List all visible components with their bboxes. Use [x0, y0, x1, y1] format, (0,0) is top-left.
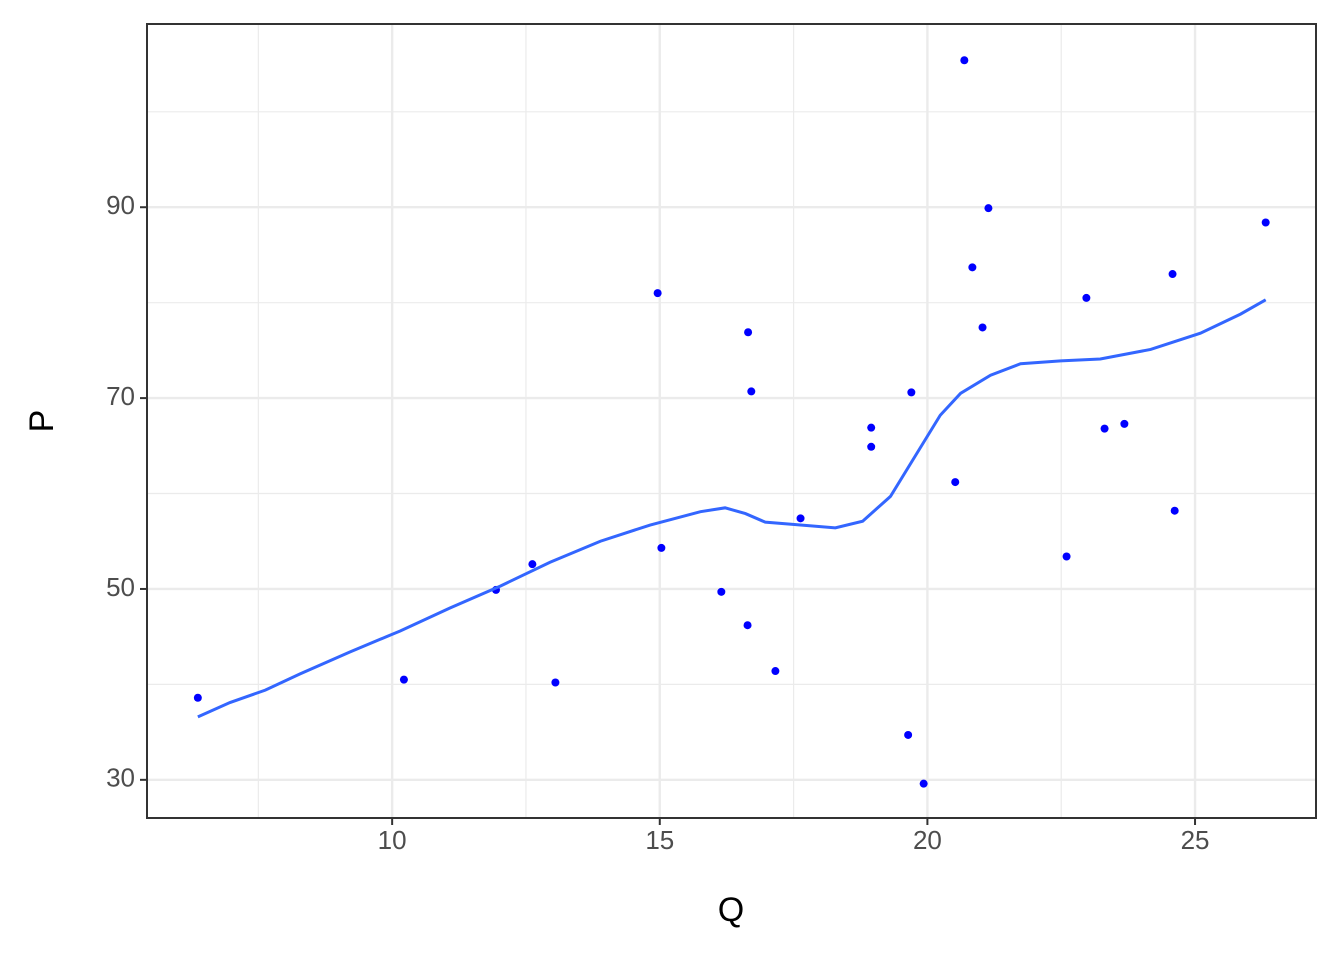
- point: [1168, 270, 1177, 279]
- y-axis-title: P: [23, 410, 61, 433]
- point: [1100, 424, 1109, 433]
- point: [747, 387, 756, 396]
- point: [717, 587, 726, 596]
- point: [907, 388, 916, 397]
- panel-border: [146, 23, 1317, 819]
- point: [399, 675, 408, 684]
- x-tick-label: 25: [1181, 825, 1210, 855]
- x-tick-label: 15: [645, 825, 674, 855]
- point: [657, 543, 666, 552]
- point: [867, 423, 876, 432]
- point: [951, 478, 960, 487]
- x-tick-label: 10: [378, 825, 407, 855]
- point: [771, 667, 780, 676]
- point: [919, 779, 928, 788]
- point: [1120, 419, 1129, 428]
- y-tick-label: 70: [106, 381, 135, 411]
- point: [653, 289, 662, 298]
- y-tick-label: 50: [106, 572, 135, 602]
- point: [867, 442, 876, 451]
- point: [904, 730, 913, 739]
- point: [743, 621, 752, 630]
- x-axis-title: Q: [718, 891, 744, 929]
- point: [528, 560, 537, 569]
- point: [1170, 506, 1179, 515]
- point: [968, 263, 977, 272]
- point: [744, 328, 753, 337]
- point: [984, 204, 993, 213]
- point: [1082, 293, 1091, 302]
- point: [796, 514, 805, 523]
- point: [1062, 552, 1071, 561]
- point: [193, 693, 202, 702]
- point: [978, 323, 987, 332]
- y-tick-label: 90: [106, 190, 135, 220]
- x-tick-label: 20: [913, 825, 942, 855]
- smooth-line: [197, 298, 1267, 719]
- point: [960, 56, 969, 65]
- y-tick-label: 30: [106, 763, 135, 793]
- point: [551, 678, 560, 687]
- point: [1261, 218, 1270, 227]
